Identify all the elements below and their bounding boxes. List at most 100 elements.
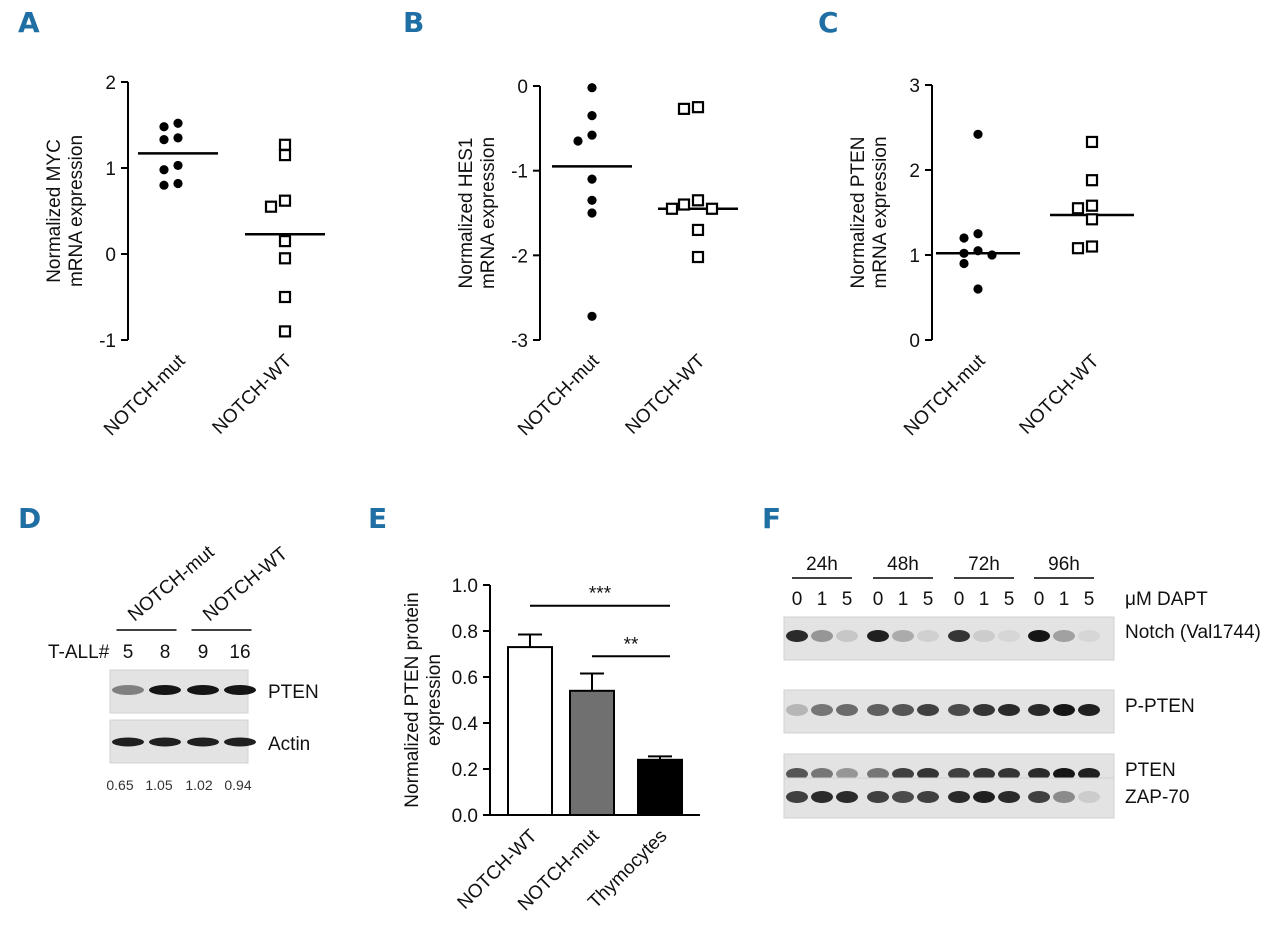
panel-d-pten-band	[149, 685, 181, 695]
chart-a-myc: 2 1 0 -1 Normalized MYCmRNA expression NOTCH-…	[44, 73, 325, 440]
panel-f-dose-label: 5	[923, 589, 934, 610]
panel-f-dose-label: 5	[1084, 589, 1095, 610]
chart-a-point	[278, 149, 292, 162]
chart-e-y-axis-label-line: Normalized PTEN protein	[402, 592, 423, 807]
panel-d-pten-label: PTEN	[268, 682, 319, 703]
panel-f-band	[867, 791, 889, 803]
panel-f-band	[917, 791, 939, 803]
panel-f-timepoint-label: 24h	[806, 554, 838, 575]
chart-c-point	[973, 129, 983, 139]
chart-b-y-axis-label: Normalized HES1mRNA expression	[456, 137, 499, 289]
chart-a-point	[173, 118, 183, 128]
panel-f-band	[973, 768, 995, 780]
chart-c-point	[1085, 213, 1099, 226]
chart-b-point	[665, 202, 679, 215]
panel-d-actin-band	[112, 737, 144, 747]
panel-f-band	[1028, 791, 1050, 803]
panel-f-band	[998, 704, 1020, 716]
chart-e-y-axis-label-line: expression	[424, 654, 445, 746]
chart-e-significance-label: **	[624, 634, 639, 655]
panel-f-band	[948, 791, 970, 803]
panel-f-band	[917, 704, 939, 716]
panel-f-band	[892, 791, 914, 803]
chart-a-point	[278, 235, 292, 248]
chart-c-point	[973, 246, 983, 256]
chart-e-ytick-label: 0.8	[452, 622, 478, 643]
chart-b-point	[677, 102, 691, 115]
chart-b-point	[587, 83, 597, 93]
chart-a-y-axis-label-line: Normalized MYC	[44, 139, 65, 283]
panel-letter-a: A	[18, 6, 40, 39]
chart-a-point	[159, 180, 169, 190]
chart-a-point	[173, 133, 183, 143]
panel-f-band	[786, 791, 808, 803]
chart-c-y-axis-label-line: Normalized PTEN	[848, 136, 869, 288]
chart-e-bar	[507, 646, 553, 816]
panel-f-band	[811, 791, 833, 803]
panel-f-band	[1028, 630, 1050, 642]
chart-c-ytick-label: 1	[909, 246, 920, 267]
chart-a-xtick-label: NOTCH-WT	[209, 350, 297, 438]
panel-d-pten-band	[112, 685, 144, 695]
chart-c-y-axis-label: Normalized PTENmRNA expression	[848, 136, 891, 288]
chart-b-ytick-label: -3	[511, 331, 528, 352]
panel-f-band	[786, 704, 808, 716]
panel-f-dose-label: 5	[1004, 589, 1015, 610]
chart-c-point	[1085, 135, 1099, 149]
chart-e-ytick-label: 1.0	[452, 576, 478, 597]
panel-f-band	[1028, 768, 1050, 780]
chart-a-ytick-label: 0	[105, 245, 116, 266]
chart-c-point	[987, 250, 997, 260]
chart-b-point	[587, 111, 597, 121]
chart-e-bar	[637, 758, 683, 816]
panel-f-band	[811, 630, 833, 642]
chart-a-point	[278, 252, 292, 265]
panel-d-sample-label: 9	[198, 642, 209, 663]
chart-e-ytick-label: 0.0	[452, 806, 478, 827]
chart-c-ytick-label: 2	[909, 161, 920, 182]
panel-f-blot-label: ZAP-70	[1125, 787, 1189, 808]
panel-d-actin-band	[224, 737, 256, 747]
panel-f-band	[998, 768, 1020, 780]
chart-a-point	[278, 194, 292, 207]
panel-d-actin-band	[187, 737, 219, 747]
panel-d-pten-band	[187, 685, 219, 695]
panel-f-band	[973, 791, 995, 803]
panel-letter-f: F	[762, 502, 781, 535]
chart-e-ytick-label: 0.4	[452, 714, 479, 735]
panel-f-band	[1053, 791, 1075, 803]
panel-f-dose-label: 0	[954, 589, 965, 610]
panel-f-dose-label: 1	[1059, 589, 1070, 610]
chart-b-ytick-label: -2	[511, 246, 528, 267]
chart-c-point	[1085, 174, 1099, 187]
panel-f-band	[1078, 791, 1100, 803]
panel-f-band	[836, 704, 858, 716]
chart-a-y-axis-label-line: mRNA expression	[66, 135, 87, 287]
chart-c-point	[1071, 242, 1085, 255]
chart-c-xtick-label: NOTCH-WT	[1016, 350, 1104, 438]
panel-f-timepoint-label: 96h	[1048, 554, 1080, 575]
chart-b-point	[587, 208, 597, 218]
panel-f-band	[811, 704, 833, 716]
chart-b-ytick-label: -1	[511, 162, 528, 183]
chart-a-point	[264, 200, 278, 213]
panel-f-band	[973, 704, 995, 716]
chart-e-pten-protein: 1.0 0.8 0.6 0.4 0.2 0.0 Normalized PTEN protei…	[402, 576, 700, 915]
panel-f-band	[892, 630, 914, 642]
panel-f-band	[786, 768, 808, 780]
panel-f-dose-label: 1	[979, 589, 990, 610]
panel-f-band	[786, 630, 808, 642]
panel-d-actin-band	[149, 737, 181, 747]
panel-d-quant-value: 1.02	[185, 777, 212, 793]
chart-a-ytick-label: -1	[99, 331, 116, 352]
panel-f-band	[836, 630, 858, 642]
chart-a-ytick-label: 2	[105, 73, 116, 94]
panel-d-quant-value: 1.05	[145, 777, 172, 793]
panel-d-pten-band	[224, 685, 256, 695]
panel-d-quant-value: 0.65	[106, 777, 133, 793]
chart-b-point	[705, 202, 719, 215]
panel-f-dose-unit-label: μM DAPT	[1125, 589, 1208, 610]
chart-b-y-axis-label-line: Normalized HES1	[456, 138, 477, 289]
